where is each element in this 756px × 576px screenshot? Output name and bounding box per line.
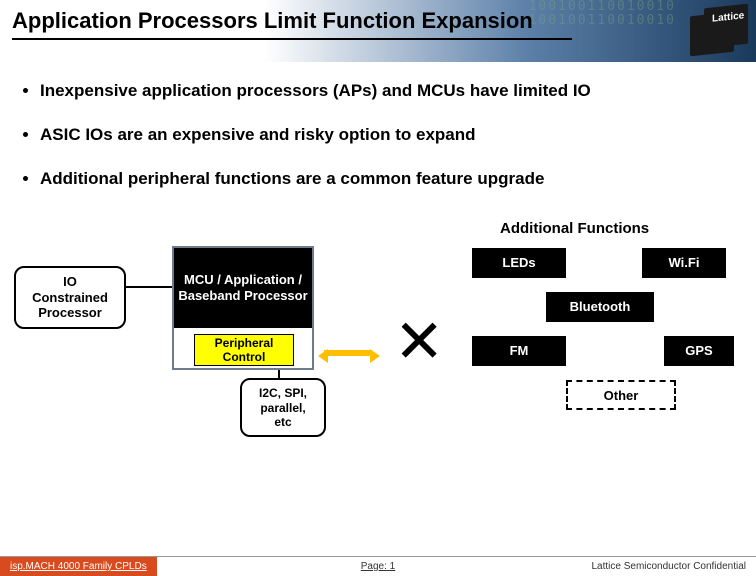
gps-box: GPS — [664, 336, 734, 366]
bullet-item: ASIC IOs are an expensive and risky opti… — [40, 124, 728, 146]
additional-functions-label: Additional Functions — [500, 220, 649, 237]
footer: isp.MACH 4000 Family CPLDs Page: 1 Latti… — [0, 556, 756, 576]
binary-decoration: 100100110010010 100100110010010 — [529, 0, 676, 28]
page-title: Application Processors Limit Function Ex… — [0, 8, 533, 34]
leds-box: LEDs — [472, 248, 566, 278]
lattice-logo: Lattice — [678, 6, 748, 56]
bullet-item: Additional peripheral functions are a co… — [40, 168, 728, 190]
footer-right: Lattice Semiconductor Confidential — [591, 561, 756, 572]
header-banner: 100100110010010 100100110010010 Applicat… — [0, 0, 756, 62]
mcu-box: MCU / Application / Baseband Processor — [174, 248, 312, 328]
wifi-box: Wi.Fi — [642, 248, 726, 278]
peripheral-control-box: Peripheral Control — [194, 334, 294, 366]
footer-page-number: 1 — [390, 561, 396, 572]
bluetooth-box: Bluetooth — [546, 292, 654, 322]
mcu-container: MCU / Application / Baseband Processor P… — [172, 246, 314, 370]
arrow-head-right-icon — [370, 349, 380, 363]
footer-left: isp.MACH 4000 Family CPLDs — [0, 557, 157, 576]
x-mark-icon: ✕ — [394, 312, 444, 372]
footer-page-label: Page: — [361, 561, 387, 572]
bus-connector — [278, 370, 280, 380]
title-underline — [12, 38, 572, 40]
bus-callout: I2C, SPI, parallel, etc — [240, 378, 326, 437]
bullet-item: Inexpensive application processors (APs)… — [40, 80, 728, 102]
footer-page: Page: 1 — [361, 561, 395, 572]
arrow-head-left-icon — [318, 349, 328, 363]
connector-line — [126, 286, 172, 288]
fm-box: FM — [472, 336, 566, 366]
diagram-area: Additional Functions IO Constrained Proc… — [0, 220, 756, 480]
bullet-list: Inexpensive application processors (APs)… — [0, 62, 756, 220]
io-constrained-callout: IO Constrained Processor — [14, 266, 126, 329]
other-box: Other — [566, 380, 676, 410]
arrow-body — [324, 350, 370, 356]
